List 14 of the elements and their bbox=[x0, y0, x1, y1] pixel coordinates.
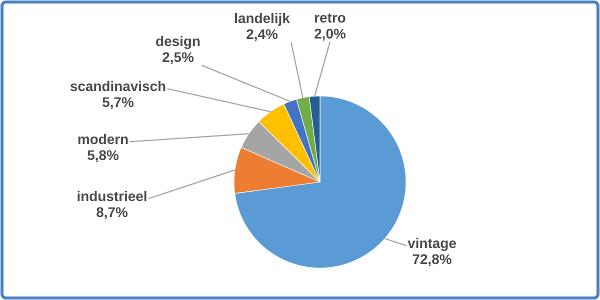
slice-label: modern bbox=[78, 134, 128, 144]
slice-label: retro bbox=[315, 13, 346, 23]
data-label: 2,0% bbox=[314, 28, 346, 41]
data-label: 8,7% bbox=[96, 207, 128, 220]
slice-label: design bbox=[156, 36, 200, 49]
slice-label: landelijk bbox=[235, 12, 290, 26]
data-label: 2,4% bbox=[246, 29, 278, 42]
data-label: 5,8% bbox=[88, 150, 119, 162]
slice-label: industrieel bbox=[78, 190, 146, 202]
data-label: 72,8% bbox=[412, 254, 452, 266]
data-label: 5,7% bbox=[102, 97, 134, 110]
slice-label: vintage bbox=[408, 238, 456, 251]
slice-label: scandinavisch bbox=[70, 80, 166, 92]
data-label: 2,5% bbox=[162, 52, 194, 64]
